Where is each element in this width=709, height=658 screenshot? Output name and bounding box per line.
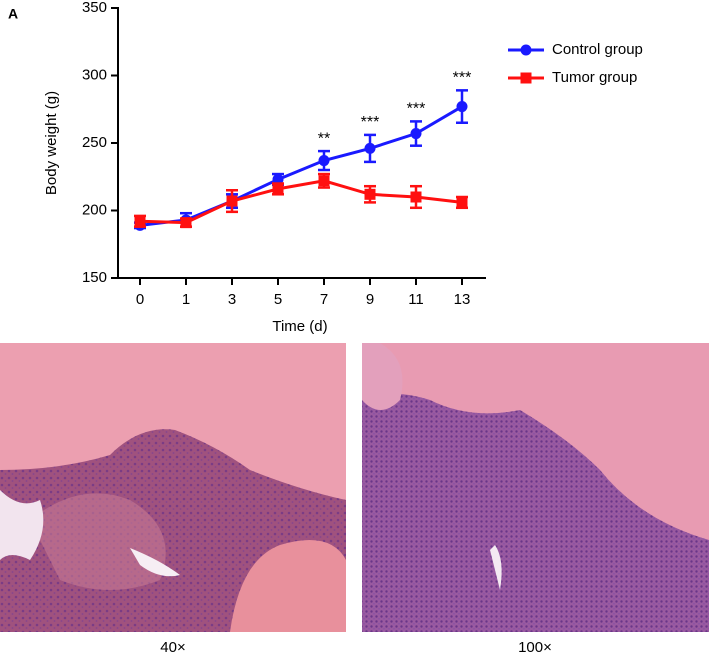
- x-tick-label: 11: [408, 291, 424, 308]
- marker: [272, 173, 284, 185]
- x-tick-label: 13: [454, 291, 471, 308]
- legend-marker: [520, 72, 532, 84]
- marker: [272, 183, 284, 195]
- x-tick-label: 1: [182, 291, 190, 308]
- x-tick-label: 0: [136, 291, 144, 308]
- marker: [226, 195, 238, 207]
- marker: [134, 215, 146, 227]
- legend-marker: [520, 44, 532, 56]
- x-tick-label: 9: [366, 291, 374, 308]
- image-caption: 100×: [518, 639, 552, 656]
- x-tick-label: 3: [228, 291, 236, 308]
- y-tick-label: 350: [82, 0, 107, 16]
- y-tick-label: 300: [82, 66, 107, 83]
- series-line: [139, 179, 463, 225]
- x-tick-label: 7: [320, 291, 328, 308]
- y-tick-label: 250: [82, 134, 107, 151]
- annotation: ***: [453, 70, 472, 87]
- marker: [410, 128, 422, 140]
- marker: [318, 175, 330, 187]
- x-axis-label: Time (d): [272, 318, 327, 335]
- annotation: ***: [361, 114, 380, 131]
- y-tick-label: 200: [82, 201, 107, 218]
- series-line: [139, 105, 463, 227]
- marker: [456, 101, 468, 113]
- marker: [318, 155, 330, 167]
- legend-label: Tumor group: [552, 69, 637, 86]
- x-tick-label: 5: [274, 291, 282, 308]
- marker: [410, 191, 422, 203]
- legend-label: Control group: [552, 41, 643, 58]
- annotation: ***: [407, 101, 426, 118]
- annotation: **: [318, 130, 330, 147]
- marker: [456, 196, 468, 208]
- marker: [364, 188, 376, 200]
- marker: [180, 217, 192, 229]
- panel-label: A: [8, 6, 18, 22]
- y-axis-label: Body weight (g): [43, 91, 60, 195]
- image-caption: 40×: [160, 639, 185, 656]
- micrograph: [0, 343, 346, 632]
- y-tick-label: 150: [82, 269, 107, 286]
- micrograph: [362, 343, 709, 632]
- marker: [364, 142, 376, 154]
